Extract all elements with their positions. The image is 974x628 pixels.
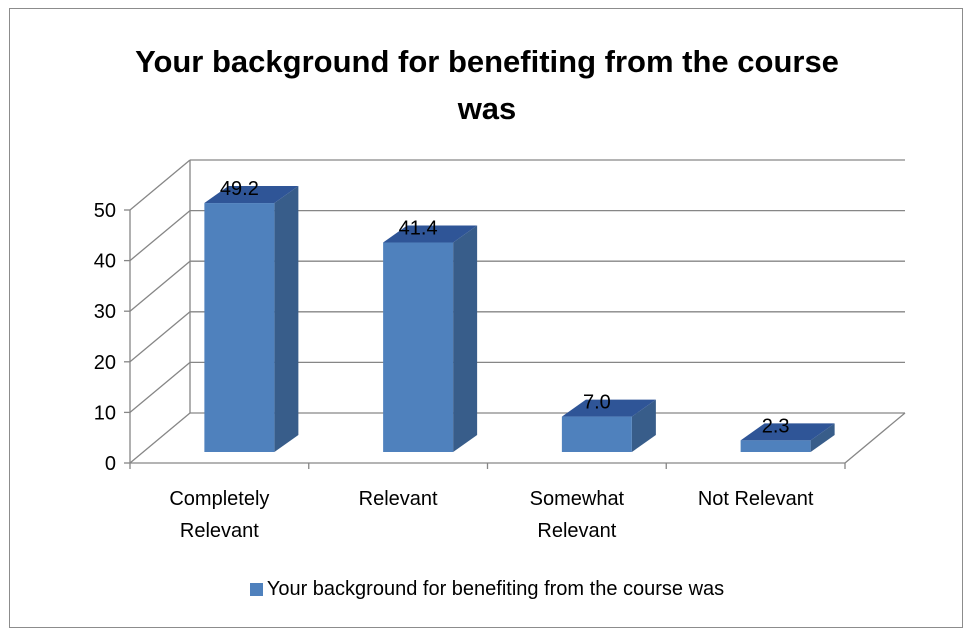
grid-line-diagonal [129, 210, 191, 262]
chart-title-text: Your background for benefiting from the … [135, 44, 839, 126]
x-tick-label: Not Relevant [698, 488, 814, 510]
data-label: 41.4 [399, 218, 438, 240]
bar-top [204, 186, 299, 204]
grid-line-diagonal [129, 412, 191, 464]
chart-title: Your background for benefiting from the … [0, 38, 974, 132]
grid-line-diagonal [129, 361, 191, 413]
legend-label: Your background for benefiting from the … [266, 578, 725, 600]
chart-frame [9, 8, 963, 628]
bar [740, 440, 811, 452]
grid-line-diagonal [129, 159, 191, 211]
bar [561, 416, 632, 452]
bar-side [453, 225, 478, 452]
data-label: 7.0 [583, 392, 611, 414]
bar-top [740, 423, 835, 441]
bar-side [631, 399, 656, 452]
y-tick-label: 20 [94, 352, 116, 374]
legend-swatch [249, 583, 263, 596]
grid-line-diagonal [129, 260, 191, 312]
bar [383, 242, 454, 452]
data-label: 49.2 [220, 178, 259, 200]
y-tick-label: 0 [105, 453, 116, 475]
x-tick-label: Relevant [359, 488, 438, 510]
x-tick-label: Completely [169, 488, 269, 510]
y-tick-label: 50 [94, 200, 116, 222]
x-tick-label: Relevant [180, 520, 259, 542]
y-tick-label: 40 [94, 251, 116, 273]
bar-top [383, 225, 478, 243]
y-tick-label: 10 [94, 402, 116, 424]
bar-side [810, 423, 835, 452]
bar-side [274, 186, 299, 452]
x-tick-label: Relevant [537, 520, 616, 542]
data-label: 2.3 [762, 415, 790, 437]
chart-legend: Your background for benefiting from the … [0, 578, 974, 601]
grid-line-diagonal [129, 311, 191, 363]
bar [204, 203, 275, 452]
floor-right-line [844, 412, 906, 464]
y-tick-label: 30 [94, 301, 116, 323]
x-tick-label: Somewhat [530, 488, 625, 510]
bar-top [561, 399, 656, 417]
